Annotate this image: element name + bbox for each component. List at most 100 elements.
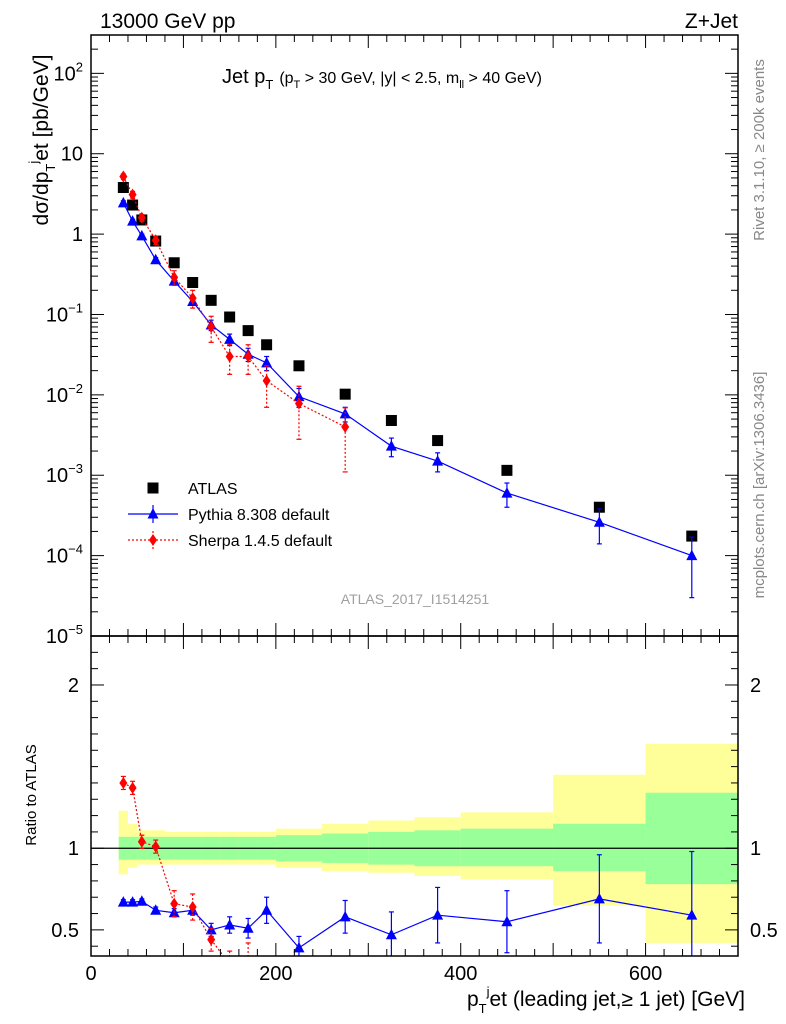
process-label: Z+Jet [685, 10, 738, 33]
title-main: Jet p [222, 66, 265, 88]
main-series-2-point-6 [207, 320, 216, 333]
main-ytick-base-5: 10 [46, 465, 68, 487]
ratio-ytick-label-2: 2 [68, 675, 79, 697]
ratio-frame [90, 635, 739, 957]
ratio-series-0-point-16 [686, 909, 698, 920]
ratio-series-0-point-2 [136, 895, 148, 906]
ratio-series-0-point-7 [224, 918, 236, 930]
ratio-series-1-point-5 [188, 901, 197, 914]
ratio-ytick-label-1: 1 [68, 838, 79, 860]
ratio-series-0-point-1 [127, 896, 139, 907]
xlabel-sub: T [479, 1001, 487, 1016]
ratio-panel: 0.5 0.5 1 1 2 2 0 200 400 600 [51, 635, 778, 985]
legend-label-2: Sherpa 1.4.5 default [188, 533, 333, 550]
ratio-series-0-point-11 [339, 910, 351, 922]
main-ytick-label-0: 102 [54, 59, 83, 85]
ratio-series-1-point-4 [170, 897, 179, 910]
main-series-0-point-1 [127, 199, 139, 211]
ylabel-rest: et [pb/GeV] [30, 55, 53, 161]
main-series-0-point-16 [686, 530, 698, 542]
main-series-0-point-6 [205, 294, 217, 306]
main-y-axis-label: dσ/dpTjet [pb/GeV] [26, 55, 58, 226]
main-series-2-point-9 [262, 374, 271, 387]
ratio-ytick-label-right-0: 0.5 [750, 920, 778, 942]
main-series-2-point-4 [170, 271, 179, 284]
title-sub: T [265, 77, 273, 92]
main-series-2-point-8 [244, 350, 253, 363]
main-series-0-point-9 [261, 339, 273, 351]
main-series-1-point-3 [150, 253, 162, 265]
main-series-0-point-4 [168, 257, 180, 269]
title-cuts-sub2: ll [459, 79, 464, 91]
main-series-2-point-11 [341, 420, 350, 433]
main-ytick-base-4: 10 [46, 385, 68, 407]
main-series-1-point-15 [593, 516, 605, 527]
main-ytick-exp-6: −4 [68, 542, 83, 557]
main-series-line-2 [122, 176, 346, 428]
main-series-2-point-7 [225, 350, 234, 363]
main-series-1-point-7 [224, 333, 236, 344]
main-ytick-label-2: 1 [72, 224, 83, 246]
main-ytick-base-3: 10 [46, 304, 68, 326]
main-ytick-label-4: 10−2 [46, 381, 83, 407]
main-ytick-base-6: 10 [46, 546, 68, 568]
main-series-0-point-10 [293, 360, 305, 372]
ratio-xtick-label-2: 400 [444, 963, 477, 985]
legend-marker-1 [147, 508, 159, 519]
ratio-series-1-point-6 [207, 933, 216, 946]
main-ytick-exp-7: −5 [68, 622, 83, 637]
main-ytick-base-0: 10 [54, 63, 76, 85]
legend-label-1: Pythia 8.308 default [188, 507, 330, 524]
xlabel-main: p [467, 988, 479, 1011]
main-series-2-point-3 [151, 234, 160, 247]
ratio-series-1-point-3 [151, 840, 160, 853]
ratio-series-line-1 [123, 782, 225, 956]
ylabel-sub: T [43, 164, 58, 172]
main-series-0-point-13 [432, 435, 444, 447]
main-ytick-exp-0: 2 [76, 59, 83, 74]
ratio-ytick-label-right-1: 1 [750, 838, 761, 860]
title-cuts-end: > 40 GeV) [464, 70, 542, 87]
legend-marker-0 [147, 482, 159, 494]
ratio-ytick-label-right-2: 2 [750, 675, 761, 697]
main-ytick-exp-3: −1 [68, 300, 83, 315]
ylabel-sup: j [26, 161, 41, 165]
energy-label: 13000 GeV pp [100, 10, 235, 33]
main-series-0-point-8 [242, 325, 254, 337]
main-series-2-point-5 [188, 292, 197, 305]
main-series-0-point-15 [593, 501, 605, 513]
ratio-series-0-point-0 [117, 896, 129, 907]
ratio-plot-area [91, 743, 738, 956]
x-axis-label: pTjet (leading jet,≥ 1 jet) [GeV] [467, 984, 745, 1016]
main-series-1-point-14 [501, 487, 513, 498]
main-series-2-point-2 [137, 211, 146, 224]
main-ytick-label-7: 10−5 [46, 622, 83, 648]
analysis-watermark: ATLAS_2017_I1514251 [341, 591, 490, 607]
main-ytick-label-5: 10−3 [46, 461, 83, 487]
ratio-series-0-point-15 [593, 892, 605, 904]
ratio-xtick-label-0: 0 [85, 963, 96, 985]
ratio-series-1-point-2 [137, 835, 146, 848]
main-ytick-label-6: 10−4 [46, 542, 83, 568]
main-series-2-point-10 [294, 397, 303, 410]
main-ytick-exp-5: −3 [68, 461, 83, 476]
main-series-0-point-14 [501, 464, 513, 476]
main-series-1-point-0 [117, 196, 129, 208]
ratio-series-0-point-12 [385, 928, 397, 940]
main-series-2-point-1 [128, 188, 137, 201]
title-cuts: (p [279, 70, 293, 87]
main-series-0-point-11 [339, 388, 351, 400]
ratio-xtick-label-3: 600 [629, 963, 662, 985]
ratio-green-band-14 [460, 828, 554, 867]
ratio-ytick-label-0: 0.5 [51, 920, 79, 942]
legend-marker-2 [149, 534, 157, 546]
main-ytick-base-2: 1 [72, 224, 83, 246]
main-ytick-base-1: 10 [61, 144, 83, 166]
ratio-series-1-point-0 [119, 776, 128, 789]
ratio-series-0-point-3 [150, 904, 162, 915]
main-series-0-point-5 [187, 277, 199, 289]
main-panel-title: Jet pT (pT > 30 GeV, |y| < 2.5, mll > 40 … [222, 66, 542, 92]
main-series-0-point-0 [117, 182, 129, 194]
main-series-1-point-12 [385, 440, 397, 451]
ratio-series-0-point-14 [501, 915, 513, 927]
